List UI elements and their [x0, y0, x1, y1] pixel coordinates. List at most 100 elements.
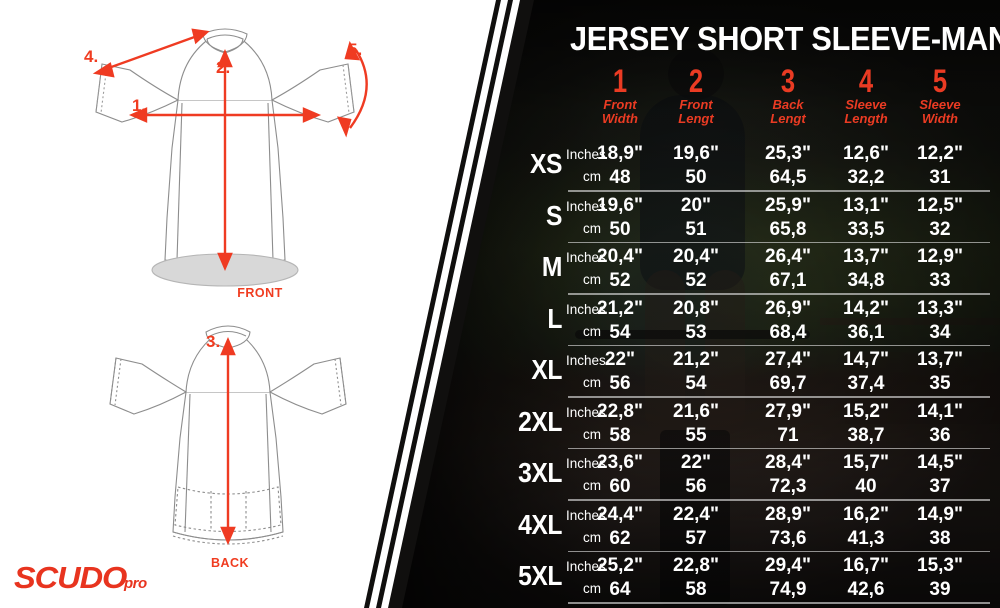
column-label-4: Sleeve Length: [844, 97, 888, 126]
value-cm: 35: [929, 373, 951, 394]
unit-inches: Inches: [566, 198, 606, 214]
column-number-2: 2: [688, 63, 704, 99]
unit-column: Inches cm: [566, 299, 618, 343]
value-inches: 27,9": [765, 400, 811, 422]
value-inches: 22,4": [673, 503, 719, 525]
column-number-1: 1: [612, 63, 628, 99]
value-cm: 42,6: [847, 579, 885, 600]
value-cm: 57: [685, 527, 707, 549]
row-divider: [568, 550, 990, 552]
cell-5XL-2: 22,8" 58: [648, 554, 744, 602]
logo-brand-text: SCUDO: [14, 560, 127, 595]
value-inches: 22": [604, 349, 636, 370]
unit-inches: Inches: [566, 250, 606, 265]
value-cm: 62: [609, 527, 631, 549]
cell-L-5: 13,3" 34: [892, 297, 988, 345]
value-inches: 24,4": [597, 503, 643, 525]
size-label-XS: XS: [530, 148, 562, 179]
value-inches: 20": [680, 194, 712, 216]
value-cm: 34,8: [847, 270, 885, 291]
unit-inches: Inches: [566, 404, 606, 420]
column-headers: 1 Front Width 2 Front Lengt 3 Back Lengt 4 Sleeve L…: [0, 63, 1000, 140]
value-cm: 32,2: [847, 167, 885, 188]
row-divider: [568, 190, 990, 192]
cell-XS-5: 12,2" 31: [892, 142, 988, 190]
value-inches: 22": [680, 452, 712, 473]
row-divider: [568, 499, 990, 501]
cell-S-3: 25,9" 65,8: [740, 194, 836, 242]
unit-column: Inches cm: [566, 196, 618, 240]
unit-cm: cm: [583, 169, 601, 184]
cell-S-4: 13,1" 33,5: [818, 194, 914, 242]
cell-3XL-4: 15,7" 40: [818, 451, 914, 499]
row-divider: [568, 447, 990, 449]
cell-XL-3: 27,4" 69,7: [740, 348, 836, 396]
value-inches: 22,8": [673, 555, 719, 576]
cell-2XL-5: 14,1" 36: [892, 400, 988, 448]
measure-marker-2: 2.: [216, 58, 231, 77]
row-divider: [568, 602, 990, 604]
cell-M-1: 20,4" 52: [572, 245, 668, 293]
cell-4XL-3: 28,9" 73,6: [740, 503, 836, 551]
cell-2XL-4: 15,2" 38,7: [818, 400, 914, 448]
cell-L-3: 26,9" 68,4: [740, 297, 836, 345]
unit-column: Inches cm: [566, 453, 618, 497]
cell-XS-2: 19,6" 50: [648, 142, 744, 190]
cell-L-4: 14,2" 36,1: [818, 297, 914, 345]
value-inches: 22,8": [597, 400, 643, 422]
cell-L-2: 20,8" 53: [648, 297, 744, 345]
value-inches: 19,6": [673, 143, 719, 164]
cell-3XL-5: 14,5" 37: [892, 451, 988, 499]
value-inches: 21,2": [597, 297, 643, 319]
column-header-4: 4 Sleeve Length: [821, 65, 911, 126]
value-cm: 48: [609, 167, 631, 188]
value-cm: 65,8: [769, 218, 807, 240]
value-cm: 56: [685, 476, 707, 497]
value-inches: 15,3": [917, 555, 963, 576]
table-row: M Inches cm 20,4" 52 20,4" 52 26,4" 67,1 13,7" 34,…: [0, 243, 1000, 295]
value-inches: 16,7": [843, 555, 889, 576]
column-number-5: 5: [932, 63, 948, 99]
table-row: L Inches cm 21,2" 54 20,8" 53 26,9" 68,4 14,2" 36,…: [0, 295, 1000, 346]
column-label-3: Back Lengt: [770, 97, 806, 126]
value-cm: 40: [855, 476, 877, 497]
size-label-4XL: 4XL: [518, 508, 562, 540]
value-inches: 13,7": [917, 349, 963, 370]
cell-3XL-1: 23,6" 60: [572, 451, 668, 499]
cell-XL-5: 13,7" 35: [892, 348, 988, 396]
row-divider: [568, 293, 990, 295]
value-cm: 52: [685, 270, 707, 291]
value-cm: 69,7: [769, 373, 807, 394]
value-cm: 60: [609, 476, 631, 497]
value-inches: 18,9": [597, 143, 643, 164]
value-inches: 12,5": [917, 194, 963, 216]
value-inches: 27,4": [765, 349, 811, 370]
value-inches: 14,2": [843, 297, 889, 319]
value-cm: 38,7: [847, 424, 885, 446]
column-header-3: 3 Back Lengt: [743, 65, 833, 126]
value-cm: 74,9: [769, 579, 807, 600]
size-label-L: L: [547, 302, 562, 334]
value-inches: 13,7": [843, 246, 889, 267]
cell-XL-2: 21,2" 54: [648, 348, 744, 396]
front-view-label: FRONT: [237, 286, 283, 300]
value-cm: 38: [929, 527, 951, 549]
value-inches: 26,9": [765, 297, 811, 319]
measure-marker-1: 1.: [132, 96, 147, 115]
value-inches: 29,4": [765, 555, 811, 576]
unit-inches: Inches: [566, 147, 606, 162]
table-row: XS Inches cm 18,9" 48 19,6" 50 25,3" 64,5 12,6" 32…: [0, 140, 1000, 192]
value-inches: 19,6": [597, 194, 643, 216]
value-cm: 54: [609, 321, 631, 343]
cell-3XL-2: 22" 56: [648, 451, 744, 499]
size-table: XS Inches cm 18,9" 48 19,6" 50 25,3" 64,5 12,6" 32…: [0, 140, 1000, 604]
cell-2XL-1: 22,8" 58: [572, 400, 668, 448]
value-inches: 21,6": [673, 400, 719, 422]
value-cm: 33: [929, 270, 951, 291]
value-cm: 41,3: [847, 527, 885, 549]
cell-2XL-3: 27,9" 71: [740, 400, 836, 448]
cell-5XL-5: 15,3" 39: [892, 554, 988, 602]
cell-XL-4: 14,7" 37,4: [818, 348, 914, 396]
table-row: 2XL Inches cm 22,8" 58 21,6" 55 27,9" 71 15,2" 38,…: [0, 398, 1000, 449]
